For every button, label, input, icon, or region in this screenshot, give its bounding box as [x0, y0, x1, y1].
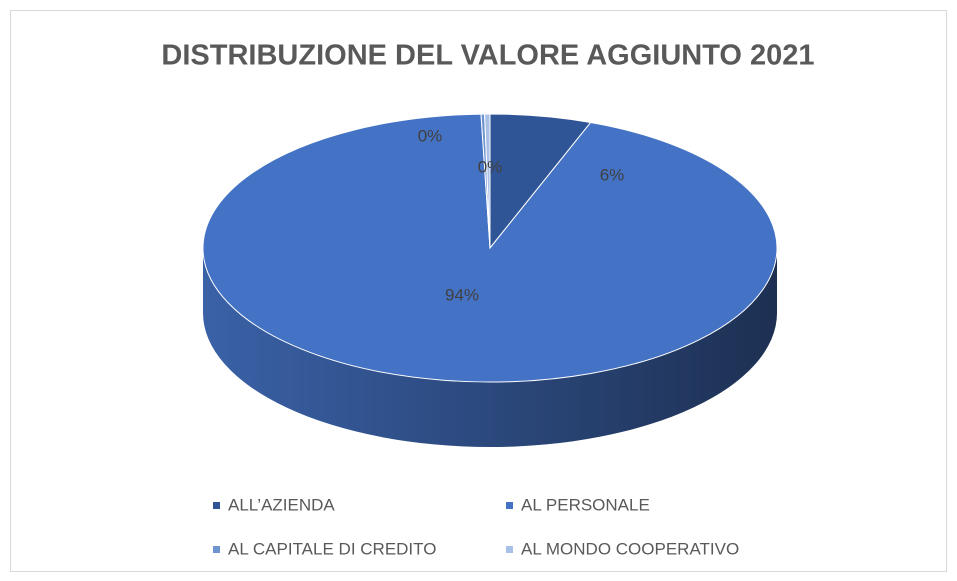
legend-marker	[213, 502, 220, 509]
legend-label: ALL’AZIENDA	[228, 495, 335, 514]
data-label: 0%	[418, 126, 443, 145]
data-label: 0%	[478, 157, 503, 176]
legend-marker	[506, 502, 513, 509]
data-label: 94%	[445, 285, 479, 304]
legend-label: AL MONDO COOPERATIVO	[521, 539, 739, 558]
chart-title: DISTRIBUZIONE DEL VALORE AGGIUNTO 2021	[161, 40, 814, 72]
slice-side	[203, 248, 777, 447]
slice	[484, 113, 491, 249]
slice	[202, 113, 778, 383]
legend-marker	[506, 546, 513, 553]
legend-label: AL CAPITALE DI CREDITO	[228, 539, 436, 558]
data-label: 6%	[600, 165, 625, 184]
legend-label: AL PERSONALE	[521, 495, 650, 514]
legend-marker	[213, 546, 220, 553]
